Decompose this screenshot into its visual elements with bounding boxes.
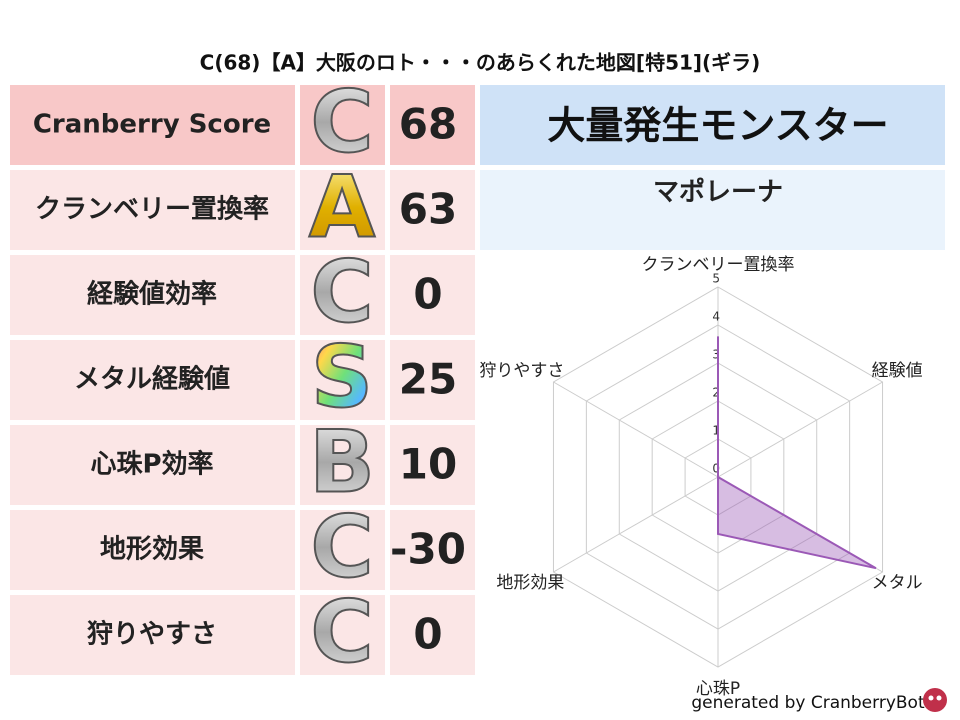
score: 63 xyxy=(399,185,457,234)
score: 68 xyxy=(399,100,457,149)
monster-title: 大量発生モンスター xyxy=(547,104,888,148)
bot-eye xyxy=(936,695,942,701)
grade: C xyxy=(310,582,373,682)
row-label: 心珠P効率 xyxy=(90,449,213,480)
score: 25 xyxy=(399,355,457,404)
grade-cell xyxy=(300,85,385,165)
score: -30 xyxy=(390,525,466,574)
label-cell xyxy=(10,85,295,165)
grade: B xyxy=(309,412,375,512)
row-label: クランベリー置換率 xyxy=(35,194,269,225)
grade-cell xyxy=(300,425,385,505)
grade: C xyxy=(310,497,373,597)
grade: S xyxy=(311,327,373,427)
r-tick-label: 1 xyxy=(712,424,720,438)
label-cell xyxy=(10,595,295,675)
row-label: 地形効果 xyxy=(100,534,204,565)
bot-icon xyxy=(923,688,947,712)
grade-cell xyxy=(300,595,385,675)
score: 0 xyxy=(413,270,442,319)
axis-label: 心珠P xyxy=(696,679,740,699)
axis-label: メタル xyxy=(872,573,923,593)
axis-line xyxy=(553,381,719,478)
monster-name: マポレーナ xyxy=(653,177,783,208)
score: 0 xyxy=(413,610,442,659)
score-cell xyxy=(390,85,475,165)
grade-cell xyxy=(300,340,385,420)
r-tick-label: 4 xyxy=(712,310,720,324)
r-tick-label: 3 xyxy=(712,348,720,362)
grade-cell xyxy=(300,255,385,335)
score: 10 xyxy=(399,440,457,489)
grade: C xyxy=(310,72,373,172)
axis-label: 地形効果 xyxy=(496,573,564,593)
page-title: C(68)【A】大阪のロト・・・のあらくれた地図[特51](ギラ) xyxy=(200,51,761,75)
axis-line xyxy=(717,381,883,478)
footer: generated by CranberryBot xyxy=(691,693,925,713)
monster-name-cell xyxy=(480,170,945,250)
label-cell xyxy=(10,255,295,335)
grade: A xyxy=(309,157,376,257)
label-cell xyxy=(10,170,295,250)
score-cell xyxy=(390,425,475,505)
axis-label: 狩りやすさ xyxy=(479,361,564,381)
label-cell xyxy=(10,425,295,505)
score-cell xyxy=(390,255,475,335)
row-label: メタル経験値 xyxy=(74,364,230,395)
axis-line xyxy=(553,476,719,573)
radar-area xyxy=(717,336,877,570)
row-label: 狩りやすさ xyxy=(87,620,217,650)
r-tick-label: 5 xyxy=(712,272,720,286)
label-cell xyxy=(10,340,295,420)
monster-title-cell xyxy=(480,85,945,165)
grade-cell xyxy=(300,510,385,590)
grade-cell xyxy=(300,170,385,250)
score-cell xyxy=(390,510,475,590)
r-tick-label: 0 xyxy=(712,462,720,476)
axis-label: 経験値 xyxy=(872,361,923,381)
grade: C xyxy=(310,242,373,342)
score-cell xyxy=(390,170,475,250)
r-tick-label: 2 xyxy=(712,386,720,400)
label-cell xyxy=(10,510,295,590)
score-cell xyxy=(390,340,475,420)
score-cell xyxy=(390,595,475,675)
axis-label: クランベリー置換率 xyxy=(642,255,795,275)
bot-eye xyxy=(928,695,934,701)
row-label: 経験値効率 xyxy=(87,279,217,310)
row-label: Cranberry Score xyxy=(33,110,271,140)
